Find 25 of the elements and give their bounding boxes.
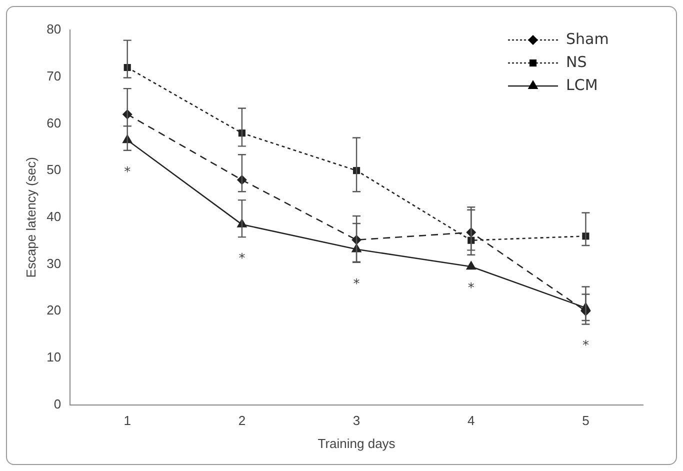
- x-tick-label: 3: [352, 413, 360, 428]
- y-tick-label: 0: [54, 396, 62, 412]
- annotation: *: [238, 251, 246, 266]
- y-tick-label: 40: [46, 208, 62, 224]
- y-tick-label: 80: [46, 22, 62, 37]
- x-tick-label: 5: [582, 413, 590, 428]
- x-tick-label: 1: [124, 413, 131, 428]
- x-tick-label: 2: [238, 413, 246, 428]
- y-tick-label: 30: [46, 256, 62, 271]
- x-axis-title: Training days: [318, 436, 396, 451]
- legend-label: LCM: [566, 76, 598, 94]
- legend-label: NS: [566, 52, 587, 71]
- point: [466, 260, 476, 270]
- y-axis-title: Escape latency (sec): [23, 157, 38, 278]
- y-tick-label: 10: [46, 350, 62, 365]
- annotation: *: [124, 164, 132, 180]
- annotation: *: [468, 280, 475, 296]
- annotation: *: [353, 276, 360, 292]
- y-tick-label: 70: [46, 68, 62, 84]
- y-tick-label: 60: [46, 115, 62, 130]
- legend-label: Sham: [566, 30, 609, 48]
- x-tick-label: 4: [468, 413, 475, 428]
- y-tick-label: 20: [46, 302, 62, 318]
- annotation: *: [582, 338, 590, 354]
- y-tick-label: 50: [46, 162, 62, 178]
